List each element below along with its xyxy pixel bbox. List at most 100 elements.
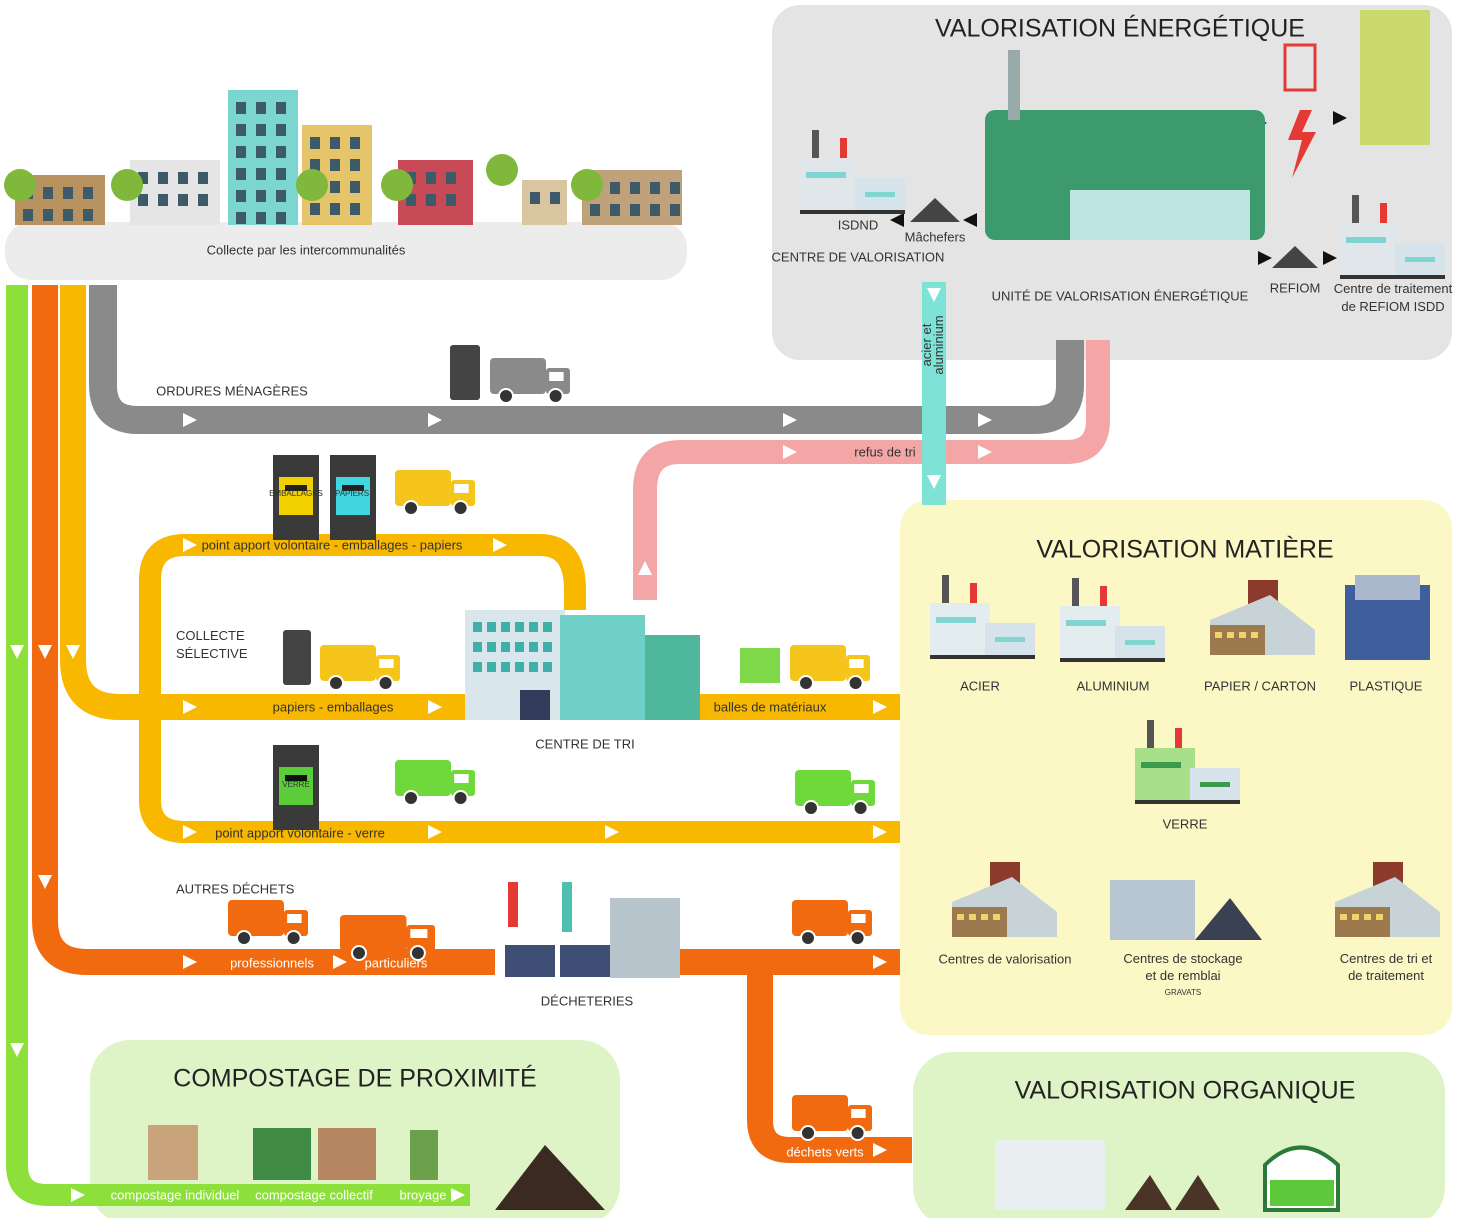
window — [43, 187, 53, 199]
truck-window — [854, 784, 869, 793]
window — [529, 622, 538, 632]
truck-icon — [490, 358, 570, 404]
pipes — [6, 282, 1110, 1206]
window — [610, 204, 620, 216]
gravel-pile — [1195, 898, 1262, 940]
window — [236, 146, 246, 158]
arrow — [873, 1143, 887, 1157]
window — [1352, 914, 1359, 920]
icons — [4, 10, 1445, 1212]
line: Centres de tri et — [1340, 951, 1433, 966]
label: papiers - emballages — [273, 699, 394, 714]
wheel — [403, 500, 419, 516]
truck-window — [287, 914, 302, 923]
window — [473, 622, 482, 632]
lightning — [1288, 110, 1316, 178]
stripe — [1066, 620, 1106, 626]
arrow — [333, 955, 347, 969]
truck-window — [849, 659, 864, 668]
chimney — [812, 130, 819, 160]
window — [550, 192, 560, 204]
factory-icon — [1135, 720, 1240, 804]
window — [1364, 914, 1371, 920]
label: CENTRE DE TRI — [535, 736, 634, 751]
wall — [1210, 625, 1265, 655]
window — [236, 212, 246, 224]
truck-body — [340, 915, 407, 951]
tower-building — [1360, 10, 1430, 145]
plastic-plant-top — [1355, 575, 1420, 600]
window — [473, 642, 482, 652]
bin-wall — [560, 945, 610, 977]
house — [522, 180, 567, 225]
label: broyage — [400, 1187, 447, 1202]
window — [969, 914, 976, 920]
window — [23, 209, 33, 221]
bin-slot — [342, 485, 364, 491]
window — [515, 642, 524, 652]
organic-title: VALORISATION ORGANIQUE — [1015, 1077, 1356, 1105]
label: REFIOM — [1270, 280, 1321, 295]
truck-body — [790, 645, 846, 681]
bin-wall — [505, 945, 555, 977]
factory-icon — [1060, 578, 1165, 662]
window — [158, 172, 168, 184]
stripe — [1346, 237, 1386, 243]
stripe — [1200, 782, 1230, 787]
compost-bin — [148, 1125, 198, 1180]
window — [256, 146, 266, 158]
wheel — [800, 930, 816, 946]
window — [1215, 632, 1222, 638]
chimney — [942, 575, 949, 605]
wheel — [852, 800, 869, 816]
truck-icon — [228, 900, 308, 946]
label: Centres de stockage et de remblai — [1123, 951, 1242, 983]
wheel — [285, 930, 302, 946]
pink-pipe — [633, 340, 1110, 600]
window — [198, 194, 208, 206]
window — [1340, 914, 1347, 920]
label: compostage collectif — [255, 1187, 373, 1202]
wheel — [498, 388, 514, 404]
compost-heap — [1175, 1175, 1220, 1210]
window — [83, 187, 93, 199]
collect-label: Collecte par les intercommunalités — [207, 242, 406, 257]
bin-slot — [285, 485, 307, 491]
label: compostage individuel — [111, 1187, 240, 1202]
window — [256, 212, 266, 224]
arrow — [978, 413, 992, 427]
building — [1135, 748, 1195, 803]
base — [1060, 658, 1165, 662]
truck-icon — [792, 900, 872, 946]
label: VERRE — [1163, 816, 1208, 831]
window — [276, 212, 286, 224]
material-title: VALORISATION MATIÈRE — [1036, 535, 1333, 564]
wheel — [798, 675, 814, 691]
label: acier etaluminium — [919, 315, 946, 374]
wheel — [452, 790, 469, 806]
arrow — [890, 213, 904, 227]
chimney — [1352, 195, 1359, 225]
truck-body — [320, 645, 376, 681]
arrow — [873, 955, 887, 969]
window — [276, 190, 286, 202]
truck-window — [851, 1109, 866, 1118]
wheel — [849, 930, 866, 946]
label: ISDND — [838, 217, 878, 232]
base — [800, 210, 905, 214]
window — [473, 662, 482, 672]
tree — [296, 169, 328, 201]
truck-window — [410, 929, 428, 938]
window — [256, 102, 266, 114]
window — [350, 181, 360, 193]
storage-building — [1110, 880, 1195, 940]
label: point apport volontaire - verre — [215, 825, 385, 840]
window — [330, 181, 340, 193]
window — [276, 146, 286, 158]
window — [446, 172, 456, 184]
stripe — [936, 617, 976, 623]
bin-label: PAPIERS — [335, 489, 369, 498]
window — [236, 190, 246, 202]
label: ALUMINIUM — [1077, 678, 1150, 693]
bin-icon — [273, 455, 319, 540]
